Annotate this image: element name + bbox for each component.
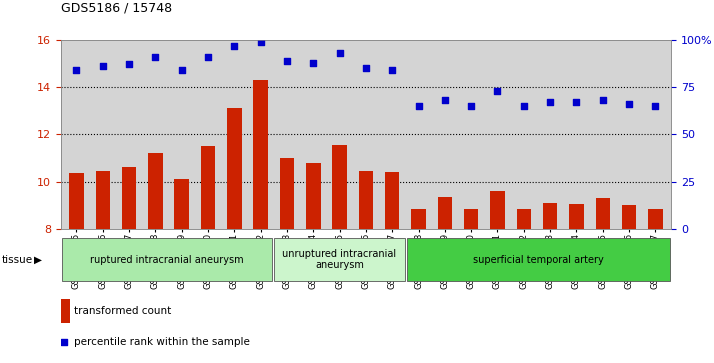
Point [91,249,102,254]
Text: GDS5186 / 15748: GDS5186 / 15748 [61,2,172,15]
Point [150,54,161,60]
Point [308,60,319,65]
Bar [122,167,136,229]
Bar [201,146,216,229]
Point [71,67,82,73]
Bar [385,172,399,229]
Bar [543,203,558,229]
Bar [280,158,294,229]
Point [597,97,608,103]
Text: tissue: tissue [1,254,33,265]
Bar [174,179,189,229]
Bar [253,80,268,229]
Point [466,103,477,109]
Text: ruptured intracranial aneurysm: ruptured intracranial aneurysm [90,254,243,265]
Point [413,103,424,109]
Point [650,103,661,109]
Bar [464,209,478,229]
Point [281,58,293,64]
FancyBboxPatch shape [61,238,272,281]
Point [544,99,555,105]
Point [228,43,240,49]
Bar [358,171,373,229]
Point [334,50,346,56]
Bar [569,204,583,229]
Bar [333,145,347,229]
Point [360,65,371,71]
FancyBboxPatch shape [274,238,405,281]
Bar [149,153,163,229]
Point [439,97,451,103]
Point [518,103,530,109]
Point [97,64,109,69]
Point [570,99,582,105]
Bar [622,205,636,229]
Text: ▶: ▶ [34,254,42,265]
Bar [595,198,610,229]
Bar [411,209,426,229]
Bar [96,171,110,229]
Point [492,88,503,94]
FancyBboxPatch shape [407,238,670,281]
Bar [227,108,241,229]
Point [202,54,213,60]
Point [176,67,188,73]
Bar [491,191,505,229]
Point [623,101,635,107]
Text: superficial temporal artery: superficial temporal artery [473,254,604,265]
Text: unruptured intracranial
aneurysm: unruptured intracranial aneurysm [282,249,396,270]
Text: percentile rank within the sample: percentile rank within the sample [74,337,249,347]
Bar [516,209,531,229]
Bar [438,197,452,229]
Bar [648,209,663,229]
Point [124,62,135,68]
Text: transformed count: transformed count [74,306,171,316]
Bar [306,163,321,229]
Point [386,67,398,73]
Point [255,39,266,45]
Bar [69,173,84,229]
